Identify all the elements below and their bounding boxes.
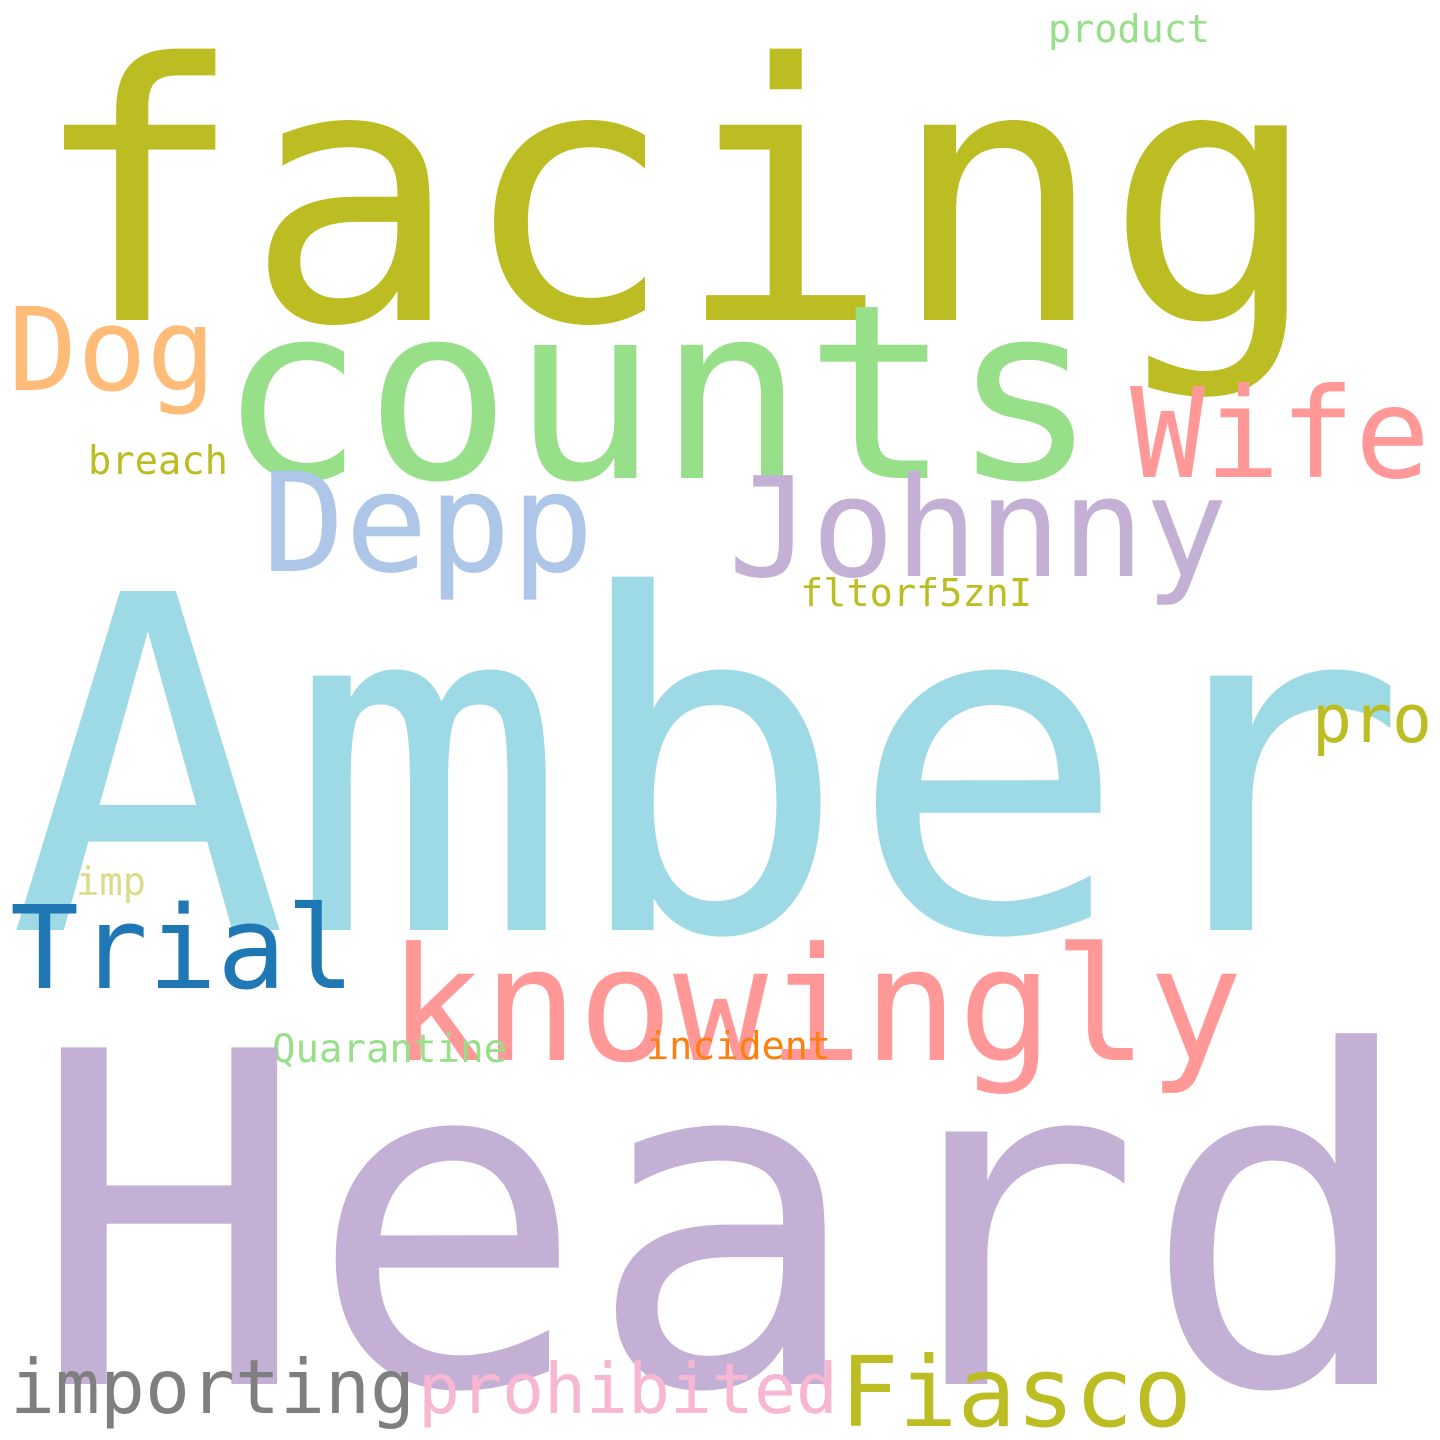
word-wife: Wife <box>1130 362 1430 508</box>
word-fltorf5zni: fltorf5znI <box>800 570 1033 616</box>
word-quarantine: Quarantine <box>272 1027 508 1073</box>
word-knowingly: knowingly <box>388 915 1244 1099</box>
word-pro: pro <box>1312 679 1432 758</box>
word-importing: importing <box>10 1344 415 1432</box>
word-depp: Depp <box>262 443 594 605</box>
word-johnny: Johnny <box>728 447 1228 609</box>
word-dog: Dog <box>8 284 216 419</box>
word-product: product <box>1048 6 1210 52</box>
word-breach: breach <box>88 438 228 484</box>
word-facing: facing <box>30 0 1320 405</box>
word-fiasco: Fiasco <box>840 1335 1192 1440</box>
word-heard: Heard <box>30 955 1420 1440</box>
word-incident: incident <box>646 1023 831 1069</box>
word-amber: Amber <box>8 497 1408 1040</box>
word-counts: counts <box>218 252 1098 536</box>
word-imp: imp <box>76 859 146 905</box>
word-prohibited: prohibited <box>418 1348 838 1430</box>
word-trial: Trial <box>10 882 356 1016</box>
